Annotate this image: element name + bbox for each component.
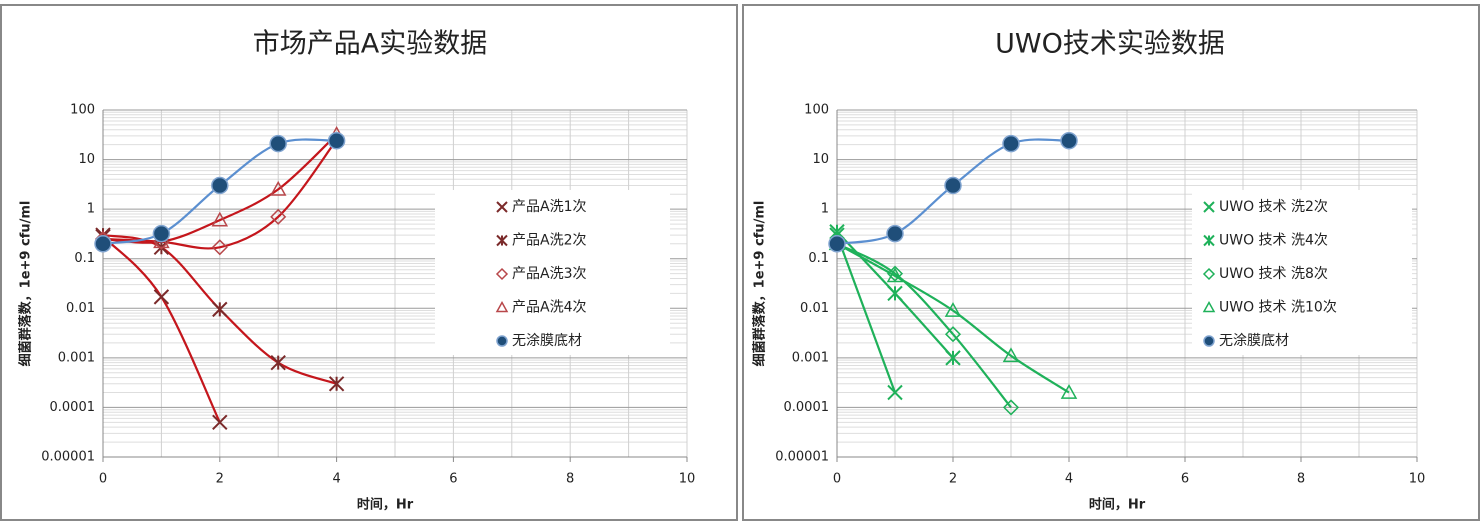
legend-label: 产品A洗2次 xyxy=(512,233,586,249)
x-tick-label: 0 xyxy=(99,472,107,487)
legend-marker xyxy=(1202,267,1216,281)
x-tick-label: 8 xyxy=(1297,472,1305,487)
x-tick-label: 10 xyxy=(1409,472,1426,487)
y-tick-label: 0.1 xyxy=(74,251,95,266)
x-tick-label: 0 xyxy=(833,472,841,487)
y-tick-label: 100 xyxy=(804,103,829,118)
series-line xyxy=(837,242,1012,409)
y-tick-label: 0.00001 xyxy=(41,450,95,465)
legend-label: UWO 技术 洗4次 xyxy=(1219,233,1328,249)
y-tick-label: 10 xyxy=(78,152,95,167)
legend-marker xyxy=(496,234,508,247)
y-tick-label: 0.1 xyxy=(808,251,829,266)
y-tick-label: 1 xyxy=(87,202,95,217)
y-tick-label: 0.001 xyxy=(792,350,829,365)
legend-marker xyxy=(495,267,509,281)
legend-label: UWO 技术 洗8次 xyxy=(1219,266,1328,282)
marker xyxy=(94,235,112,253)
x-axis-title: 时间，Hr xyxy=(357,497,414,513)
marker xyxy=(944,176,962,195)
legend-label: UWO 技术 洗2次 xyxy=(1219,199,1328,215)
marker xyxy=(211,176,229,195)
x-tick-label: 4 xyxy=(332,472,340,487)
marker xyxy=(886,224,904,243)
y-tick-label: 100 xyxy=(70,103,95,118)
legend-label: 产品A洗1次 xyxy=(512,199,586,215)
marker xyxy=(270,354,286,371)
x-tick-label: 6 xyxy=(1181,472,1189,487)
marker xyxy=(887,384,903,401)
marker xyxy=(1002,347,1020,363)
marker xyxy=(1002,399,1020,416)
marker xyxy=(211,239,228,256)
y-tick-label: 10 xyxy=(812,152,829,167)
series-line xyxy=(103,133,338,244)
marker xyxy=(1060,131,1078,150)
x-tick-label: 6 xyxy=(449,472,457,487)
legend-marker xyxy=(496,335,508,347)
x-tick-label: 8 xyxy=(566,472,574,487)
legend-marker xyxy=(1203,201,1215,213)
chart-title: UWO技术实验数据 xyxy=(995,29,1225,60)
legend-marker xyxy=(1203,335,1215,347)
y-axis-title: 细菌群落数，1e+9 cfu/ml xyxy=(752,201,768,367)
marker xyxy=(211,211,229,227)
marker xyxy=(828,235,846,253)
marker xyxy=(152,224,171,243)
y-tick-label: 0.01 xyxy=(800,301,829,316)
legend-box xyxy=(1192,190,1412,355)
y-tick-label: 1 xyxy=(821,202,829,217)
marker xyxy=(944,302,962,317)
marker xyxy=(269,134,287,153)
marker xyxy=(153,289,170,305)
y-tick-label: 0.00001 xyxy=(775,450,829,465)
y-tick-label: 0.01 xyxy=(66,301,95,316)
series-line xyxy=(837,242,1070,394)
x-axis-title: 时间，Hr xyxy=(1089,497,1146,513)
marker xyxy=(886,265,904,282)
x-tick-label: 2 xyxy=(949,472,957,487)
marker xyxy=(269,180,287,196)
legend-label: 产品A洗3次 xyxy=(512,266,586,282)
legend-marker xyxy=(1202,300,1216,313)
marker xyxy=(270,208,287,225)
y-tick-label: 0.001 xyxy=(58,350,95,365)
x-tick-label: 10 xyxy=(679,472,696,487)
x-tick-label: 2 xyxy=(216,472,224,487)
x-tick-label: 4 xyxy=(1065,472,1073,487)
legend-label: 无涂膜底材 xyxy=(512,333,582,349)
marker xyxy=(212,414,228,431)
chart-title: 市场产品A实验数据 xyxy=(253,29,487,60)
legend-label: UWO 技术 洗10次 xyxy=(1219,300,1337,316)
marker xyxy=(327,131,346,150)
legend-marker xyxy=(1203,234,1215,247)
marker xyxy=(886,267,904,283)
marker xyxy=(212,301,228,318)
y-tick-label: 0.0001 xyxy=(50,400,96,415)
marker xyxy=(1060,383,1078,399)
y-tick-label: 0.0001 xyxy=(784,400,830,415)
series-line xyxy=(103,139,338,250)
marker xyxy=(945,350,961,366)
legend-box xyxy=(435,190,670,355)
legend-label: 无涂膜底材 xyxy=(1219,333,1289,349)
legend-marker xyxy=(495,300,509,313)
marker xyxy=(328,376,345,392)
marker xyxy=(887,285,903,302)
marker xyxy=(1002,134,1020,153)
y-axis-title: 细菌群落数，1e+9 cfu/ml xyxy=(18,201,34,367)
legend-label: 产品A洗4次 xyxy=(512,300,586,316)
marker xyxy=(944,326,962,343)
legend-marker xyxy=(496,201,508,213)
